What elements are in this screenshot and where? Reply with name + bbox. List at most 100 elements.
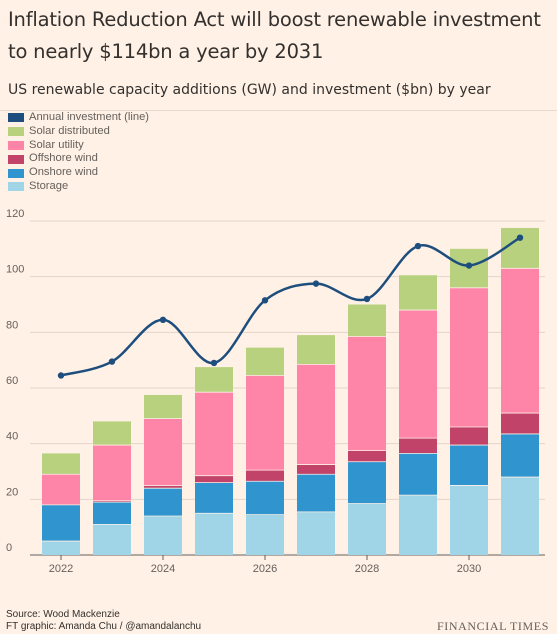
legend-item-offshore-wind: Offshore wind	[8, 152, 149, 166]
bar-segment-onshore-wind	[93, 502, 131, 525]
y-tick-label: 100	[6, 264, 24, 276]
x-tick-label: 2026	[253, 563, 277, 575]
bar-segment-solar-utility	[144, 418, 182, 486]
bar-segment-solar-utility	[42, 474, 80, 505]
bar-segment-solar-distributed	[348, 304, 386, 337]
y-tick-label: 0	[6, 542, 12, 554]
bar-segment-storage	[93, 524, 131, 555]
bar-segment-solar-distributed	[144, 394, 182, 419]
bar-segment-storage	[195, 513, 233, 555]
x-tick-label: 2024	[151, 563, 175, 575]
bar-segment-solar-distributed	[399, 275, 437, 311]
bar-segment-storage	[246, 514, 284, 555]
legend-swatch-onshore-wind	[8, 168, 24, 178]
bar-segment-storage	[399, 495, 437, 555]
bar-segment-solar-utility	[195, 392, 233, 476]
legend-label-solar-utility: Solar utility	[29, 138, 84, 151]
investment-line-path	[60, 236, 521, 377]
legend-swatch-storage	[8, 182, 24, 192]
bar-segment-onshore-wind	[195, 482, 233, 514]
x-tick-label: 2028	[355, 563, 379, 575]
source-note: Source: Wood Mackenzie FT graphic: Amand…	[6, 609, 201, 633]
legend-label-offshore-wind: Offshore wind	[29, 152, 98, 165]
investment-point	[159, 316, 167, 324]
investment-point	[516, 234, 524, 241]
bar-segment-storage	[42, 541, 80, 555]
x-tick-label: 2030	[457, 563, 481, 575]
bar-segment-onshore-wind	[144, 488, 182, 517]
y-tick-label: 60	[6, 375, 18, 387]
stacked-bar-chart: 0 20 40 60 80 100 120 2022 2024 2026 2028 2030	[6, 208, 545, 575]
bar-segment-offshore-wind	[501, 413, 539, 434]
bar-segment-storage	[144, 516, 182, 555]
bar-segment-offshore-wind	[246, 470, 284, 482]
investment-point	[465, 262, 473, 269]
bar-segment-solar-distributed	[246, 347, 284, 376]
bar-segment-solar-utility	[501, 268, 539, 414]
legend-item-onshore-wind: Onshore wind	[8, 166, 149, 180]
legend-item-solar-utility: Solar utility	[8, 139, 149, 153]
investment-line	[57, 234, 524, 379]
bar-segment-solar-distributed	[195, 367, 233, 393]
legend-label-onshore-wind: Onshore wind	[29, 166, 99, 179]
bar-segment-storage	[297, 511, 335, 555]
bar-segment-solar-distributed	[93, 421, 131, 446]
bar-segment-solar-distributed	[42, 453, 80, 475]
investment-point	[57, 372, 65, 379]
bar-segment-solar-utility	[450, 287, 488, 427]
investment-point	[108, 358, 116, 365]
legend-swatch-offshore-wind	[8, 154, 24, 164]
investment-point	[261, 297, 269, 304]
y-tick-label: 40	[6, 431, 18, 443]
bar-segment-offshore-wind	[144, 485, 182, 489]
legend-swatch-solar-utility	[8, 140, 24, 150]
bar-segment-offshore-wind	[297, 464, 335, 475]
legend-item-storage: Storage	[8, 180, 149, 194]
bar-segment-storage	[450, 485, 488, 555]
investment-point	[414, 242, 422, 250]
graphic-credit: FT graphic: Amanda Chu / @amandalanchu	[6, 621, 202, 632]
bar-segment-solar-utility	[348, 336, 386, 451]
legend-label-investment: Annual investment (line)	[29, 111, 150, 123]
header-divider	[0, 110, 557, 111]
legend-label-storage: Storage	[29, 179, 69, 192]
bar-segment-offshore-wind	[348, 450, 386, 462]
bar-segment-offshore-wind	[93, 500, 131, 503]
bar-segment-offshore-wind	[195, 475, 233, 483]
legend-item-solar-distributed: Solar distributed	[8, 125, 149, 139]
bar-segment-onshore-wind	[501, 433, 539, 478]
bar-segment-storage	[348, 503, 386, 555]
y-tick-label: 80	[6, 319, 18, 331]
ft-brand-logo: FINANCIAL TIMES	[436, 619, 549, 633]
y-tick-label: 120	[6, 208, 24, 220]
legend-item-investment: Annual investment (line)	[8, 111, 149, 125]
bar-segment-solar-utility	[246, 375, 284, 471]
bar-segment-offshore-wind	[399, 438, 437, 454]
bar-segment-onshore-wind	[297, 474, 335, 512]
legend: Annual investment (line) Solar distribut…	[8, 111, 149, 194]
source-text: Source: Wood Mackenzie	[6, 609, 120, 620]
investment-point	[312, 280, 320, 287]
legend-swatch-investment	[8, 113, 24, 123]
bar-segment-onshore-wind	[450, 445, 488, 486]
legend-swatch-solar-distributed	[8, 127, 24, 137]
bar-segment-onshore-wind	[246, 481, 284, 515]
x-axis: 2022 2024 2026 2028 2030	[49, 555, 481, 575]
bar-segment-offshore-wind	[450, 426, 488, 446]
bar-segment-solar-utility	[297, 364, 335, 465]
bar-segment-onshore-wind	[399, 453, 437, 496]
bar-segment-storage	[501, 477, 539, 555]
bar-segment-onshore-wind	[348, 461, 386, 504]
bar-segment-solar-utility	[93, 445, 131, 501]
bar-segment-onshore-wind	[42, 504, 80, 542]
x-tick-label: 2022	[49, 563, 73, 575]
investment-point	[363, 295, 371, 303]
bar-stacks	[42, 227, 539, 555]
bar-segment-solar-utility	[399, 310, 437, 439]
bar-segment-solar-distributed	[297, 335, 335, 365]
chart-subtitle: US renewable capacity additions (GW) and…	[8, 82, 491, 98]
y-tick-label: 20	[6, 486, 18, 498]
investment-point	[210, 359, 218, 367]
chart-title: Inflation Reduction Act will boost renew…	[8, 8, 541, 63]
legend-label-solar-distributed: Solar distributed	[29, 124, 110, 137]
